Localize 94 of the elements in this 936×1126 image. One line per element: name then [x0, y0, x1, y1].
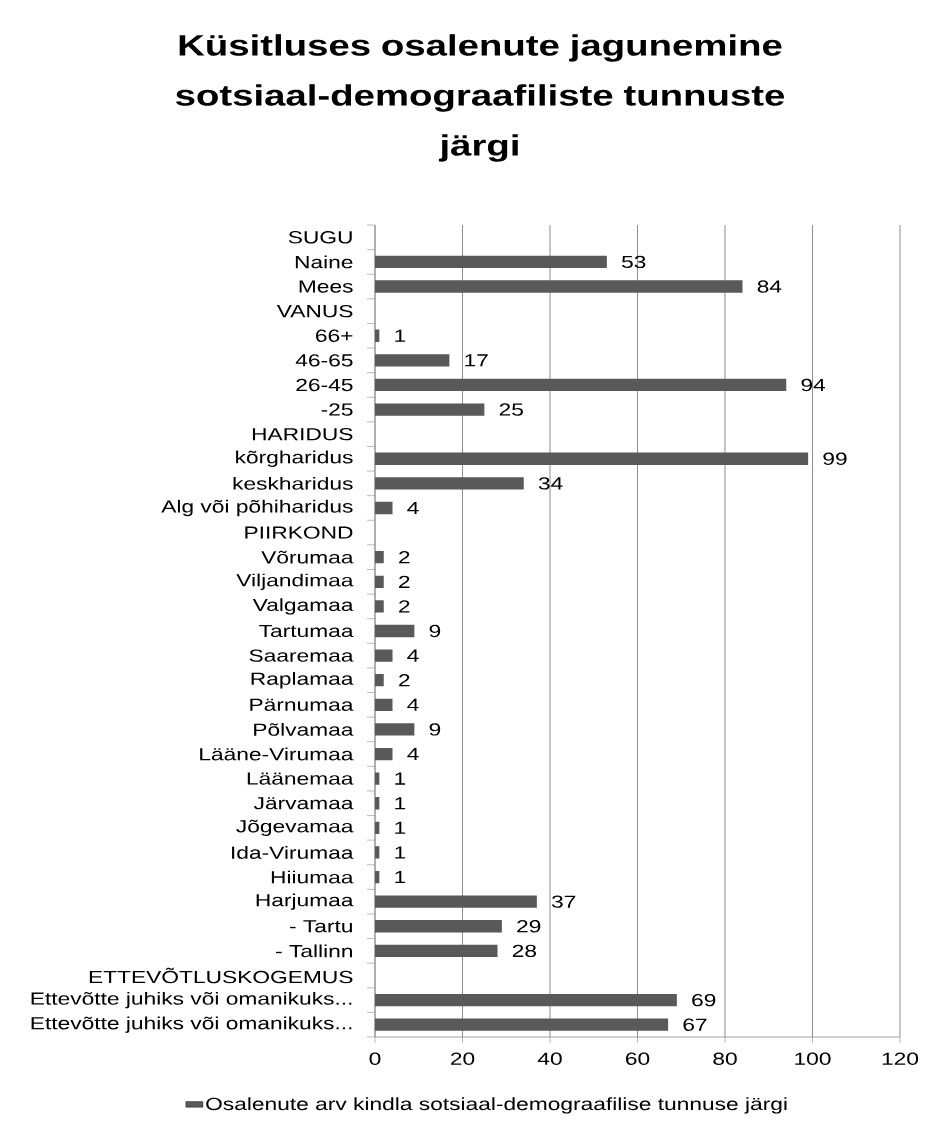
y-tick-label: - Tallinn — [276, 944, 352, 958]
bar — [375, 944, 498, 958]
y-tick-label: Viljandimaa — [236, 573, 354, 590]
x-tick-label: 100 — [795, 1052, 831, 1065]
y-tick-label: Hiiumaa — [271, 870, 354, 884]
x-tick-label: 80 — [713, 1052, 737, 1065]
data-label: 2 — [399, 674, 410, 687]
y-tick-label: Naine — [295, 255, 353, 269]
data-label: 69 — [692, 993, 716, 1007]
data-label: 1 — [395, 797, 406, 810]
chart-title: Küsitluses osalenute jagunemine sotsiaal-demograafiliste tunnuste järgi — [175, 34, 785, 162]
y-tick-label: VANUS — [276, 304, 353, 318]
bar — [375, 477, 524, 490]
y-tick-label: Võrumaa — [261, 550, 354, 564]
bar — [375, 624, 415, 638]
data-label: 1 — [395, 846, 406, 859]
data-label: 4 — [407, 748, 419, 761]
data-label: 1 — [395, 772, 406, 785]
y-tick-label: Läänemaa — [247, 772, 354, 785]
data-label: 37 — [551, 895, 576, 908]
data-label: 4 — [407, 649, 419, 662]
y-tick-label: - Tartu — [289, 920, 352, 933]
y-tick-label: Järvamaa — [253, 797, 354, 810]
bar — [375, 354, 450, 367]
y-tick-label: Põlvamaa — [254, 722, 354, 736]
y-tick-label: Jõgevamaa — [236, 819, 354, 836]
legend-label: Osalenute arv kindla sotsiaal-demograafilise tunnuse järgi — [206, 1097, 787, 1114]
y-tick-label: Harjumaa — [256, 893, 354, 910]
bar — [375, 1018, 669, 1031]
bar — [375, 280, 743, 293]
x-tick-label: 40 — [537, 1052, 562, 1065]
bar — [375, 452, 809, 465]
data-label: 4 — [407, 698, 419, 711]
y-tick-label: Tartumaa — [259, 624, 354, 638]
y-tick-label: 26-45 — [296, 378, 353, 392]
data-label: 9 — [429, 624, 441, 638]
y-tick-label: Ida-Virumaa — [232, 846, 354, 859]
data-label: 53 — [621, 255, 646, 269]
bar — [375, 993, 677, 1007]
data-label: 29 — [517, 920, 541, 933]
bar — [375, 649, 393, 662]
y-tick-label: ETTEVÕTLUSKOGEMUS — [89, 967, 353, 984]
data-label: 67 — [683, 1018, 707, 1031]
y-tick-label: 66+ — [316, 329, 353, 342]
x-tick-label: 0 — [369, 1052, 381, 1065]
data-label: 1 — [395, 821, 406, 834]
data-label: 1 — [395, 329, 406, 342]
bar — [375, 723, 415, 736]
data-label: 34 — [538, 477, 563, 490]
bar — [375, 674, 384, 687]
data-label: 4 — [407, 501, 419, 514]
data-label: 25 — [499, 403, 523, 416]
bar — [375, 895, 537, 908]
y-tick-label: Raplamaa — [251, 672, 354, 689]
bar — [375, 772, 380, 785]
data-label: 17 — [465, 354, 488, 367]
data-label: 2 — [399, 551, 410, 564]
x-tick-label: 60 — [626, 1052, 650, 1065]
y-tick-label: Saaremaa — [249, 649, 354, 662]
bar — [375, 600, 384, 613]
data-label: 94 — [801, 378, 826, 392]
y-tick-label: -25 — [321, 403, 353, 416]
y-tick-label: Ettevõtte juhiks või omanikuks... — [31, 991, 352, 1009]
data-label: 28 — [512, 944, 537, 958]
data-label: 84 — [757, 280, 782, 293]
y-tick-label: Pärnumaa — [250, 698, 354, 711]
bar — [375, 575, 384, 588]
bar — [375, 551, 384, 564]
y-tick-label: SUGU — [288, 231, 352, 244]
y-tick-label: keskharidus — [233, 476, 353, 490]
y-tick-label: HARIDUS — [252, 427, 353, 441]
bar — [375, 501, 393, 515]
bar — [375, 920, 502, 933]
bar — [375, 747, 393, 761]
bar — [375, 698, 393, 711]
data-label: 2 — [399, 575, 410, 588]
bar — [375, 378, 787, 392]
bar — [375, 403, 485, 416]
data-label: 1 — [395, 871, 406, 884]
data-label: 99 — [823, 452, 847, 465]
data-label: 9 — [429, 723, 441, 736]
y-tick-label: Ettevõtte juhiks või omanikuks... — [31, 1016, 352, 1033]
x-tick-label: 20 — [450, 1052, 475, 1065]
y-tick-label: Valgamaa — [252, 598, 354, 615]
x-tick-label: 120 — [882, 1052, 919, 1065]
y-tick-label: kõrgharidus — [236, 450, 353, 467]
data-label: 2 — [399, 600, 410, 613]
y-tick-label: Mees — [299, 280, 353, 293]
y-tick-label: 46-65 — [295, 354, 353, 367]
y-tick-label: Lääne-Virumaa — [200, 747, 354, 761]
bar — [375, 846, 380, 859]
y-tick-label: Alg või põhiharidus — [161, 499, 353, 517]
bar — [375, 255, 607, 269]
y-tick-label: PIIRKOND — [245, 526, 353, 539]
